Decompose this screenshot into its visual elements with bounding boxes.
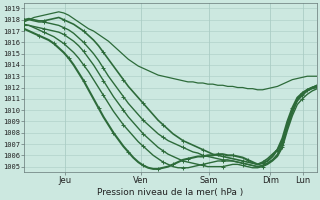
X-axis label: Pression niveau de la mer( hPa ): Pression niveau de la mer( hPa ) <box>98 188 244 197</box>
